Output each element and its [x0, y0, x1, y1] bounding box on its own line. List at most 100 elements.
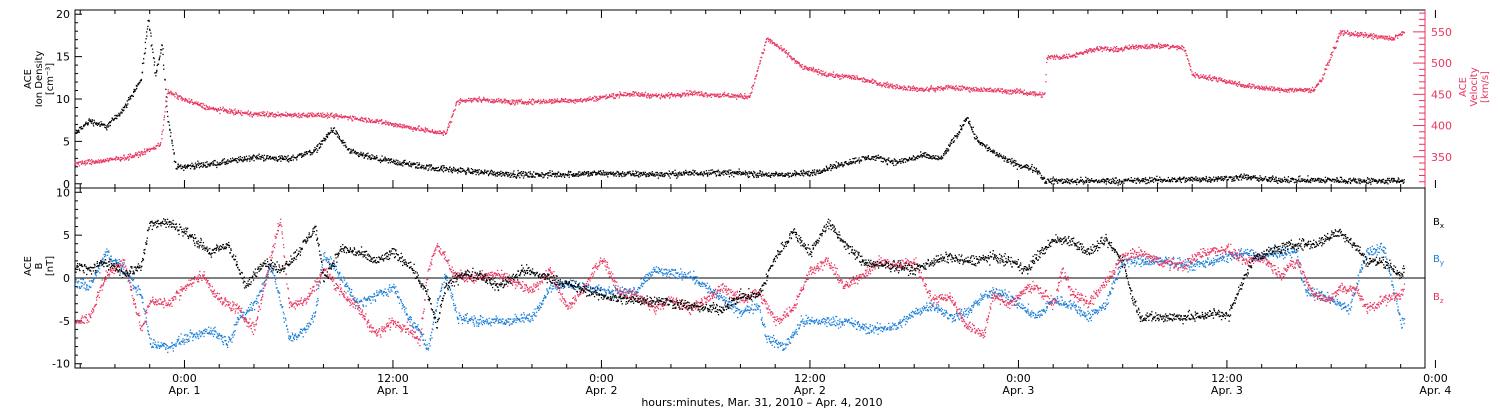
density-series-point — [146, 31, 148, 33]
density-series-point — [613, 172, 615, 175]
density-series-point — [678, 173, 680, 175]
density-series-point — [999, 155, 1002, 157]
density-series-point — [796, 173, 798, 175]
velocity-series-point — [981, 88, 983, 90]
velocity-series-point — [177, 96, 179, 99]
velocity-series-point — [425, 130, 428, 132]
top-left-axis-label: ACEIon Density[cm⁻³] — [23, 51, 56, 108]
density-series-point — [667, 174, 669, 176]
density-series-point — [642, 171, 645, 173]
velocity-series-point — [594, 96, 597, 98]
density-series-point — [460, 171, 462, 173]
density-series-point — [707, 172, 709, 174]
density-series-point — [1030, 168, 1032, 170]
density-series-point — [1380, 181, 1383, 183]
density-series-point — [652, 174, 654, 176]
density-series-point — [514, 173, 516, 176]
velocity-series-point — [554, 100, 556, 102]
density-series-point — [549, 174, 552, 177]
density-series-point — [299, 154, 301, 156]
density-series-point — [1303, 179, 1305, 181]
velocity-series-point — [545, 100, 548, 102]
density-series-point — [1374, 179, 1377, 181]
density-series-point — [793, 173, 795, 175]
velocity-series-point — [399, 123, 401, 125]
density-series-point — [462, 168, 464, 170]
velocity-series-point — [463, 99, 466, 102]
velocity-series-point — [755, 78, 757, 80]
density-series-point — [169, 135, 172, 137]
density-series-point — [108, 125, 110, 127]
density-series-point — [1287, 181, 1289, 183]
velocity-series-point — [655, 95, 657, 97]
density-series-point — [1155, 178, 1157, 180]
density-series-point — [1247, 176, 1249, 178]
density-series-point — [1138, 179, 1140, 182]
velocity-series-point — [470, 98, 473, 100]
velocity-series-point — [778, 48, 780, 50]
density-series-point — [456, 169, 459, 171]
velocity-series-point — [714, 93, 716, 95]
velocity-series-point — [350, 117, 352, 119]
density-series-point — [1201, 177, 1203, 179]
density-series-point — [1370, 177, 1373, 180]
density-series-point — [700, 173, 702, 175]
velocity-series-point — [102, 161, 104, 163]
velocity-series-point — [728, 95, 730, 97]
density-series-point — [259, 156, 262, 158]
density-series-point — [746, 172, 748, 174]
density-series-point — [700, 171, 703, 173]
density-series-point — [490, 169, 493, 171]
velocity-series-point — [138, 151, 140, 153]
density-series-point — [198, 163, 200, 165]
density-series-point — [1184, 178, 1187, 180]
density-series-point — [951, 138, 954, 141]
velocity-series-point — [770, 40, 772, 43]
density-series-point — [812, 171, 814, 173]
velocity-series-point — [676, 93, 678, 95]
velocity-series-point — [930, 85, 932, 87]
density-series-point — [162, 48, 164, 50]
velocity-series-point — [163, 115, 166, 117]
density-series-point — [323, 139, 325, 142]
velocity-series-point — [535, 101, 537, 103]
density-series-point — [1116, 182, 1118, 184]
velocity-series-point — [675, 95, 677, 97]
velocity-series-point — [177, 98, 179, 100]
density-series-point — [1109, 182, 1112, 184]
density-series-point — [457, 172, 459, 174]
density-series-point — [92, 123, 94, 125]
density-series-point — [309, 154, 311, 156]
density-series-point — [874, 155, 876, 158]
density-series-point — [577, 171, 580, 173]
density-series-point — [1202, 179, 1204, 181]
density-series-point — [1215, 176, 1217, 179]
density-series-point — [321, 143, 323, 145]
density-series-point — [875, 155, 877, 157]
velocity-series-point — [766, 38, 768, 40]
velocity-series-point — [330, 112, 332, 114]
density-series-point — [534, 176, 536, 178]
density-series-point — [513, 175, 516, 178]
velocity-series-point — [222, 108, 224, 110]
velocity-series-point — [917, 90, 919, 92]
density-series-point — [79, 126, 81, 128]
velocity-series-point — [487, 101, 489, 103]
density-series-point — [1090, 179, 1092, 181]
velocity-series-point — [475, 99, 477, 101]
velocity-series-point — [515, 100, 517, 102]
density-series-point — [527, 176, 529, 178]
velocity-series-point — [896, 87, 898, 89]
velocity-series-point — [871, 82, 874, 84]
density-series-point — [794, 175, 797, 177]
velocity-series-point — [93, 160, 95, 162]
velocity-series-point — [131, 156, 133, 158]
velocity-series-point — [969, 91, 971, 93]
velocity-series-point — [290, 113, 292, 115]
density-series-point — [1056, 180, 1058, 182]
density-series-point — [330, 127, 332, 129]
velocity-series-point — [708, 94, 711, 96]
density-series-point — [241, 157, 243, 159]
velocity-series-point — [665, 94, 668, 97]
density-series-point — [339, 138, 341, 140]
